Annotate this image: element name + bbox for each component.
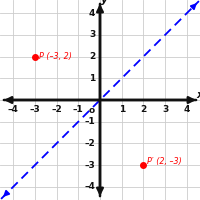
Text: o: o <box>89 106 95 115</box>
Text: –4: –4 <box>8 105 18 114</box>
Text: x: x <box>197 90 200 100</box>
Text: –3: –3 <box>84 161 95 170</box>
Text: P′ (2, –3): P′ (2, –3) <box>147 157 182 166</box>
Text: 1: 1 <box>89 74 95 83</box>
Text: P (–3, 2): P (–3, 2) <box>39 52 72 61</box>
Text: 3: 3 <box>89 30 95 39</box>
Text: 4: 4 <box>89 9 95 18</box>
Text: –1: –1 <box>73 105 84 114</box>
Text: –2: –2 <box>84 139 95 148</box>
Text: –3: –3 <box>29 105 40 114</box>
Text: 1: 1 <box>119 105 125 114</box>
Text: 2: 2 <box>89 52 95 61</box>
Text: 2: 2 <box>140 105 147 114</box>
Text: y: y <box>101 0 108 5</box>
Text: –4: –4 <box>84 182 95 191</box>
Text: –1: –1 <box>84 117 95 126</box>
Text: 4: 4 <box>184 105 190 114</box>
Text: 3: 3 <box>162 105 168 114</box>
Text: –2: –2 <box>51 105 62 114</box>
